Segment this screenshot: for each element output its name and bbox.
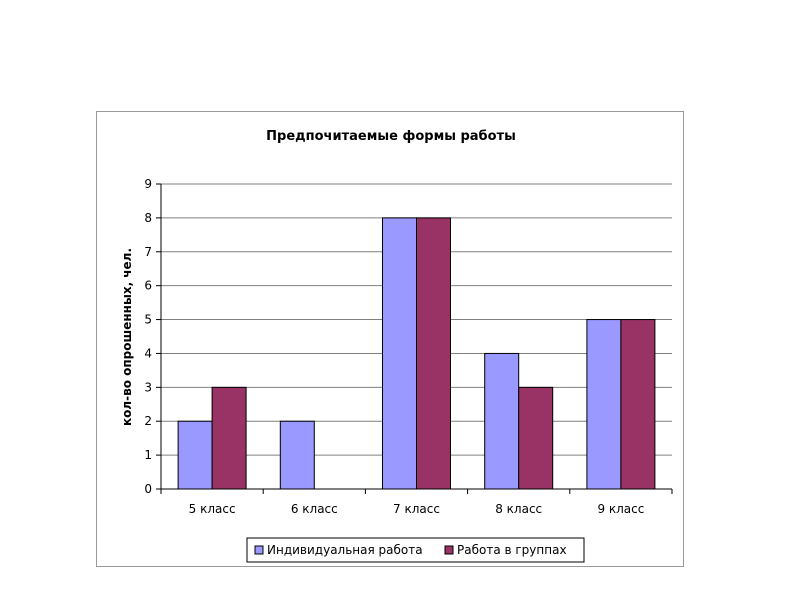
y-tick-label: 7 — [144, 245, 152, 259]
y-tick-label: 1 — [144, 448, 152, 462]
bar-group-5 — [211, 386, 247, 490]
y-tick-label: 0 — [144, 482, 152, 496]
chart-area: Предпочитаемые формы работы кол-во опрош… — [96, 111, 684, 567]
bar-group-9 — [620, 319, 656, 490]
axes — [156, 183, 673, 494]
bar-individual-5 — [177, 420, 213, 490]
bar-group-8 — [518, 386, 554, 490]
y-tick-label: 9 — [144, 177, 152, 191]
bar-group-7 — [416, 217, 451, 490]
legend: Индивидуальная работа Работа в группах — [246, 537, 585, 563]
y-tick-label: 5 — [144, 313, 152, 327]
bars — [177, 217, 656, 490]
y-tick-labels: 0 1 2 3 4 5 6 7 8 9 — [144, 177, 152, 496]
bar-individual-9 — [586, 319, 622, 490]
legend-swatch-group — [444, 545, 454, 555]
x-tick-label: 6 класс — [291, 502, 338, 516]
bar-individual-8 — [484, 352, 520, 490]
y-tick-label: 6 — [144, 279, 152, 293]
chart-title: Предпочитаемые формы работы — [266, 129, 516, 144]
x-tick-label: 7 класс — [393, 502, 440, 516]
x-tick-labels: 5 класс 6 класс 7 класс 8 класс 9 класс — [189, 502, 645, 516]
y-tick-label: 2 — [144, 414, 152, 428]
legend-label-group: Работа в группах — [457, 543, 567, 557]
y-tick-label: 3 — [144, 380, 152, 394]
bar-individual-6 — [279, 420, 315, 490]
x-tick-label: 5 класс — [189, 502, 236, 516]
y-axis-title: кол-во опрошенных, чел. — [120, 248, 134, 426]
x-tick-label: 9 класс — [597, 502, 644, 516]
y-tick-label: 8 — [144, 211, 152, 225]
legend-label-individual: Индивидуальная работа — [267, 543, 423, 557]
bar-individual-7 — [382, 217, 417, 490]
y-tick-label: 4 — [144, 346, 152, 360]
chart-svg: Предпочитаемые формы работы кол-во опрош… — [120, 129, 673, 563]
legend-box — [246, 537, 585, 563]
legend-swatch-individual — [254, 545, 264, 555]
x-tick-label: 8 класс — [495, 502, 542, 516]
